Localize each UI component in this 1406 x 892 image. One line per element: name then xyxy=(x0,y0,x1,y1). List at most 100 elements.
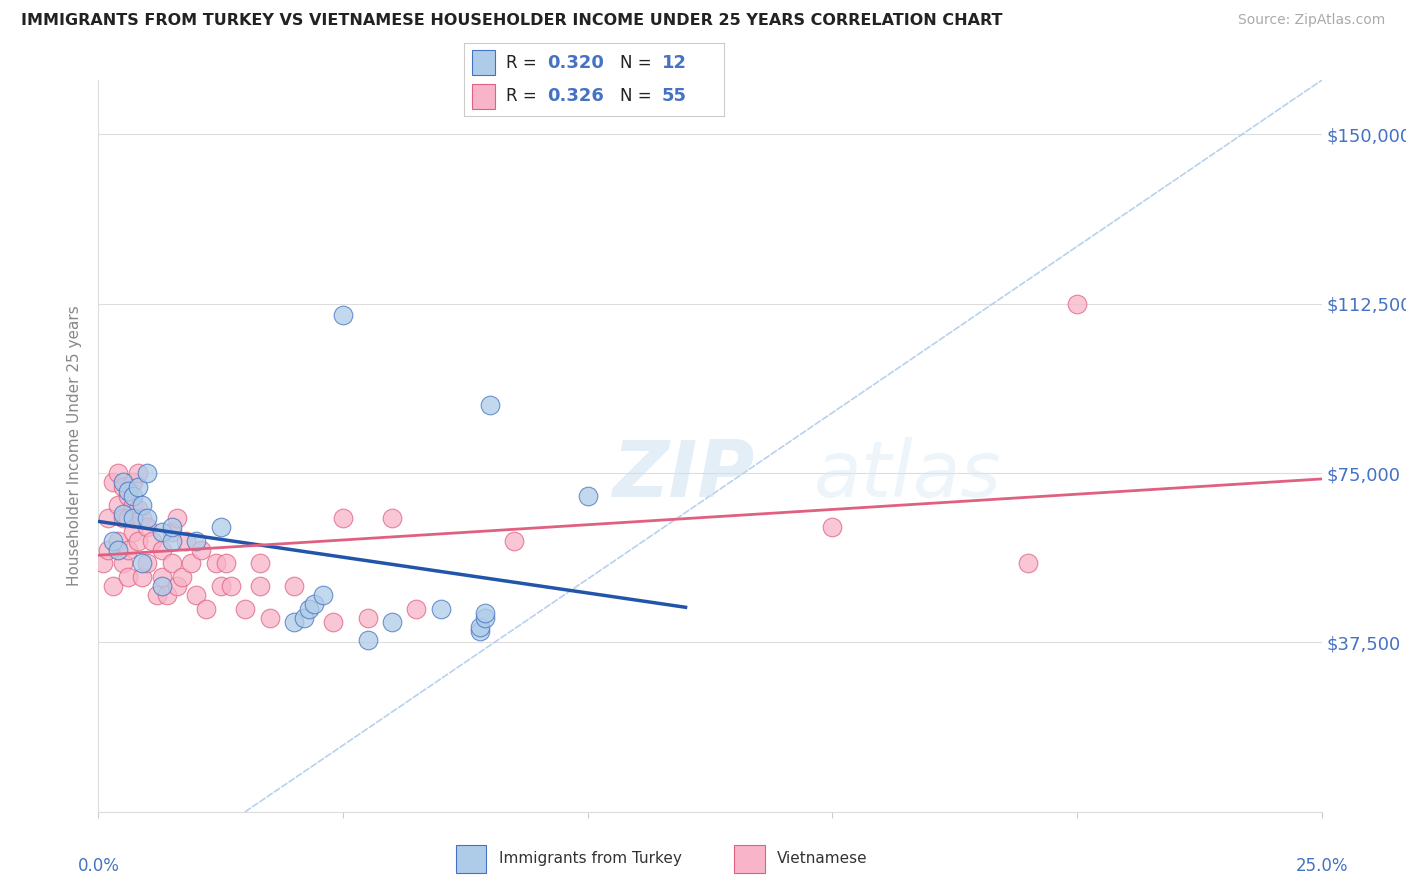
Point xyxy=(121,498,143,512)
Point xyxy=(219,579,242,593)
Point xyxy=(91,557,114,571)
Point xyxy=(117,570,139,584)
Point xyxy=(209,579,232,593)
Text: atlas: atlas xyxy=(814,437,1002,513)
Point xyxy=(127,502,149,516)
Point xyxy=(121,524,143,539)
Point xyxy=(107,498,129,512)
Point xyxy=(160,524,183,539)
Point xyxy=(249,557,271,571)
Point xyxy=(381,615,404,629)
Point xyxy=(302,597,325,611)
Point xyxy=(259,610,281,624)
Text: Immigrants from Turkey: Immigrants from Turkey xyxy=(499,851,682,866)
Text: R =: R = xyxy=(506,87,541,105)
Point xyxy=(97,511,120,525)
Point xyxy=(356,633,378,648)
Text: Vietnamese: Vietnamese xyxy=(778,851,868,866)
Point xyxy=(166,579,188,593)
Text: N =: N = xyxy=(620,87,657,105)
Point xyxy=(150,542,173,557)
Point xyxy=(430,601,453,615)
Point xyxy=(117,511,139,525)
Point xyxy=(101,475,124,489)
Point xyxy=(117,484,139,499)
Point xyxy=(1017,557,1039,571)
Point xyxy=(214,557,236,571)
Point xyxy=(292,610,315,624)
Point xyxy=(166,511,188,525)
Point xyxy=(576,489,599,503)
Point xyxy=(111,511,134,525)
Point xyxy=(127,480,149,494)
Text: 55: 55 xyxy=(662,87,686,105)
Text: IMMIGRANTS FROM TURKEY VS VIETNAMESE HOUSEHOLDER INCOME UNDER 25 YEARS CORRELATI: IMMIGRANTS FROM TURKEY VS VIETNAMESE HOU… xyxy=(21,13,1002,29)
Point xyxy=(127,533,149,548)
Point xyxy=(136,466,159,480)
Text: 12: 12 xyxy=(662,54,686,71)
Point xyxy=(283,615,305,629)
Point xyxy=(111,557,134,571)
Point xyxy=(468,624,491,639)
Point xyxy=(146,588,169,602)
Point xyxy=(209,520,232,534)
Text: 0.326: 0.326 xyxy=(547,87,605,105)
Point xyxy=(356,610,378,624)
Point xyxy=(312,588,335,602)
Point xyxy=(107,466,129,480)
Point xyxy=(160,557,183,571)
Point xyxy=(136,511,159,525)
Point xyxy=(150,524,173,539)
Point xyxy=(131,557,153,571)
Point xyxy=(468,619,491,633)
Point xyxy=(233,601,256,615)
Point xyxy=(381,511,404,525)
Point xyxy=(160,520,183,534)
Bar xyxy=(456,845,486,872)
Point xyxy=(127,466,149,480)
Point xyxy=(176,533,198,548)
Point xyxy=(107,542,129,557)
Point xyxy=(141,533,163,548)
Point xyxy=(180,557,202,571)
Point xyxy=(195,601,218,615)
Point xyxy=(136,557,159,571)
Bar xyxy=(472,50,495,75)
Point xyxy=(111,480,134,494)
Text: 25.0%: 25.0% xyxy=(1295,857,1348,875)
Point xyxy=(111,507,134,521)
Point xyxy=(131,511,153,525)
Point xyxy=(322,615,344,629)
Point xyxy=(121,475,143,489)
Point xyxy=(136,520,159,534)
Point xyxy=(821,520,844,534)
Point xyxy=(107,533,129,548)
Y-axis label: Householder Income Under 25 years: Householder Income Under 25 years xyxy=(67,306,83,586)
Point xyxy=(117,542,139,557)
Point xyxy=(111,475,134,489)
Bar xyxy=(734,845,765,872)
Text: R =: R = xyxy=(506,54,541,71)
Point xyxy=(405,601,427,615)
Point xyxy=(121,511,143,525)
Point xyxy=(474,606,496,620)
Point xyxy=(474,610,496,624)
Point xyxy=(186,588,208,602)
Point xyxy=(101,533,124,548)
Point xyxy=(131,570,153,584)
Point xyxy=(150,579,173,593)
Point xyxy=(249,579,271,593)
Text: ZIP: ZIP xyxy=(612,437,755,513)
Point xyxy=(283,579,305,593)
Point xyxy=(101,579,124,593)
Point xyxy=(131,498,153,512)
Point xyxy=(1066,297,1088,311)
Point xyxy=(170,570,193,584)
Point xyxy=(156,588,179,602)
Point xyxy=(478,398,501,412)
Point xyxy=(117,489,139,503)
Text: N =: N = xyxy=(620,54,657,71)
Point xyxy=(150,570,173,584)
Point xyxy=(160,533,183,548)
Point xyxy=(121,489,143,503)
